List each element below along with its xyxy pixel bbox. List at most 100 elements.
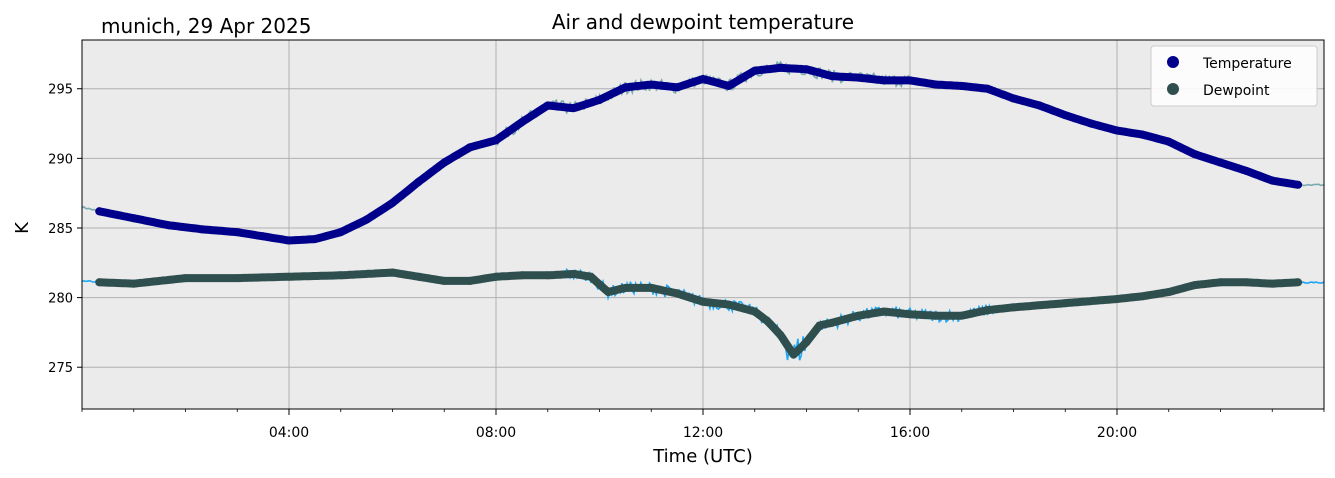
- x-tick-label: 04:00: [269, 425, 309, 441]
- y-axis: 275 280 285 290 295: [48, 83, 82, 376]
- data-point-temperature: [1216, 158, 1225, 167]
- data-point-dewpoint: [957, 311, 966, 320]
- data-point-temperature: [414, 178, 423, 186]
- data-point-dewpoint: [1216, 278, 1225, 287]
- data-point-temperature: [492, 136, 500, 145]
- data-point-dewpoint: [854, 311, 863, 320]
- data-point-temperature: [595, 95, 604, 104]
- data-point-temperature: [673, 83, 682, 92]
- data-point-temperature: [906, 76, 914, 85]
- data-point-temperature: [854, 73, 863, 82]
- data-point-temperature: [164, 221, 173, 230]
- data-point-temperature: [466, 143, 475, 152]
- data-point-dewpoint: [1138, 292, 1147, 301]
- data-point-temperature: [1242, 166, 1251, 175]
- data-point-temperature: [1294, 180, 1303, 189]
- data-point-dewpoint: [95, 278, 104, 287]
- legend-marker-dewpoint: [1167, 83, 1179, 95]
- data-point-temperature: [233, 228, 242, 237]
- data-point-temperature: [259, 232, 268, 241]
- data-point-dewpoint: [569, 269, 578, 278]
- data-point-temperature: [129, 214, 138, 223]
- data-point-temperature: [931, 80, 940, 89]
- data-point-temperature: [336, 228, 345, 237]
- data-point-temperature: [1113, 126, 1121, 135]
- x-axis: 04:00 08:00 12:00 16:00 20:00: [81, 409, 1325, 441]
- data-point-dewpoint: [1294, 278, 1303, 287]
- data-point-dewpoint: [802, 338, 811, 347]
- data-point-dewpoint: [673, 289, 682, 298]
- data-point-dewpoint: [776, 331, 785, 340]
- series-line-temperature: [95, 63, 1302, 245]
- data-point-temperature: [569, 104, 578, 113]
- data-point-dewpoint: [789, 350, 798, 359]
- data-point-temperature: [388, 198, 397, 207]
- data-point-temperature: [95, 207, 104, 216]
- data-point-dewpoint: [604, 288, 613, 296]
- legend-label-temperature: Temperature: [1202, 56, 1292, 72]
- data-point-dewpoint: [129, 279, 138, 288]
- data-point-dewpoint: [336, 271, 345, 280]
- data-point-dewpoint: [440, 276, 449, 285]
- data-point-dewpoint: [724, 300, 733, 309]
- y-tick-label: 275: [48, 361, 73, 376]
- data-point-temperature: [517, 118, 526, 127]
- data-point-dewpoint: [1061, 299, 1070, 308]
- y-tick-label: 280: [48, 292, 73, 307]
- y-axis-label: K: [12, 221, 33, 234]
- data-point-temperature: [699, 75, 707, 83]
- x-axis-label: Time (UTC): [652, 446, 753, 467]
- data-point-dewpoint: [880, 307, 889, 316]
- y-tick-label: 295: [48, 83, 73, 98]
- x-tick-label: 08:00: [476, 425, 516, 441]
- data-point-temperature: [1009, 94, 1018, 103]
- data-point-dewpoint: [466, 276, 475, 285]
- data-point-dewpoint: [1009, 303, 1018, 312]
- data-point-temperature: [880, 76, 889, 85]
- x-tick-label: 16:00: [890, 425, 930, 441]
- data-point-dewpoint: [414, 272, 423, 281]
- data-point-dewpoint: [1164, 288, 1173, 296]
- legend-marker-temperature: [1167, 56, 1179, 68]
- legend-box: [1150, 45, 1318, 107]
- x-tick-label: 20:00: [1097, 425, 1137, 441]
- data-point-temperature: [957, 82, 966, 90]
- data-point-dewpoint: [517, 271, 526, 280]
- data-point-dewpoint: [586, 272, 595, 281]
- data-point-temperature: [621, 83, 630, 92]
- chart-subtitle: munich, 29 Apr 2025: [101, 14, 311, 38]
- data-point-dewpoint: [906, 310, 914, 319]
- data-point-temperature: [724, 82, 733, 90]
- data-point-dewpoint: [647, 283, 656, 292]
- data-point-temperature: [285, 236, 293, 245]
- data-point-dewpoint: [983, 306, 992, 315]
- legend-label-dewpoint: Dewpoint: [1203, 83, 1270, 99]
- data-point-temperature: [362, 215, 371, 224]
- data-point-dewpoint: [931, 311, 940, 320]
- data-point-temperature: [1035, 101, 1044, 110]
- data-point-temperature: [543, 101, 552, 110]
- data-point-dewpoint: [285, 272, 293, 281]
- data-point-temperature: [1190, 150, 1199, 159]
- data-point-dewpoint: [750, 307, 759, 316]
- data-point-dewpoint: [233, 274, 242, 283]
- data-point-dewpoint: [543, 271, 552, 280]
- data-point-dewpoint: [181, 274, 190, 283]
- data-point-temperature: [802, 65, 811, 74]
- x-tick-label: 12:00: [683, 425, 723, 441]
- data-point-temperature: [1061, 111, 1070, 120]
- data-point-dewpoint: [492, 272, 500, 281]
- data-point-temperature: [750, 66, 759, 75]
- data-point-dewpoint: [699, 297, 707, 306]
- data-point-temperature: [310, 235, 319, 244]
- y-tick-label: 285: [48, 222, 73, 237]
- data-point-temperature: [1138, 130, 1147, 139]
- data-point-dewpoint: [388, 268, 397, 277]
- y-tick-label: 290: [48, 152, 73, 167]
- data-point-temperature: [828, 72, 837, 81]
- data-point-dewpoint: [621, 283, 630, 292]
- series-group: [95, 63, 1303, 359]
- data-point-temperature: [776, 63, 785, 72]
- data-point-dewpoint: [1113, 295, 1121, 303]
- data-point-dewpoint: [1242, 278, 1251, 287]
